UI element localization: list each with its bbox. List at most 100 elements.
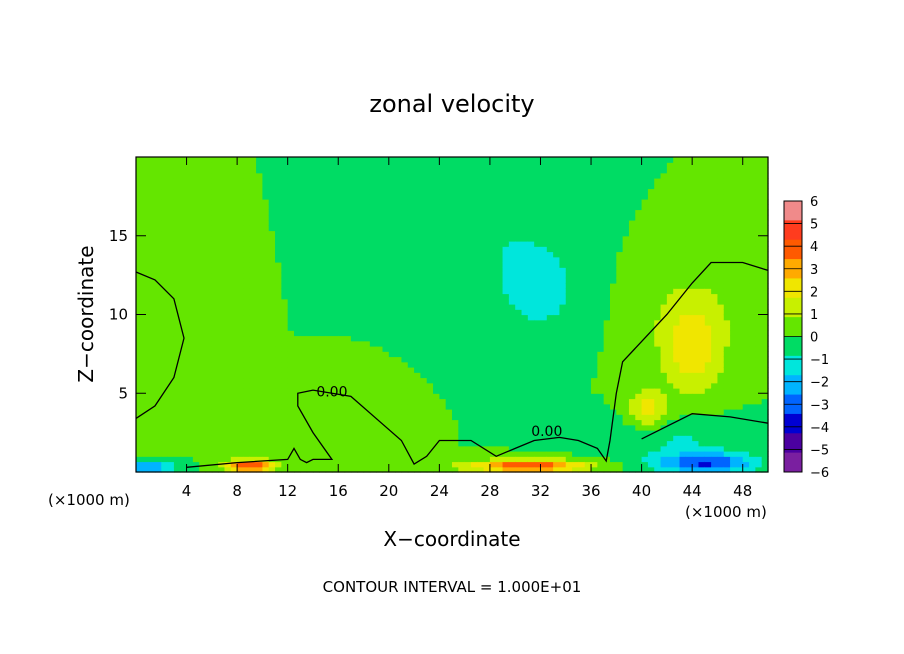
field-cell [647,314,655,321]
field-cell [553,388,561,394]
field-cell [610,304,617,310]
field-cell [300,293,308,300]
field-cell [167,372,175,379]
field-cell [338,277,346,284]
field-cell [470,319,478,326]
field-cell [534,167,542,174]
field-cell [546,314,554,321]
field-cell [572,193,579,200]
field-cell [142,293,150,300]
field-cell [136,272,143,279]
field-cell [249,241,257,247]
field-cell [527,262,535,268]
field-cell [477,435,485,442]
field-cell [205,461,213,468]
field-cell [268,204,276,211]
field-cell [142,367,150,373]
field-cell [338,283,346,289]
field-cell [357,319,365,326]
field-cell [154,346,162,352]
field-cell [167,314,175,321]
field-cell [540,398,548,405]
field-cell [654,435,662,442]
field-cell [572,272,579,279]
field-cell [350,277,358,284]
field-cell [344,157,352,163]
field-cell [477,451,485,457]
field-cell [572,451,579,457]
field-cell [508,230,516,237]
field-cell [496,325,504,331]
field-cell [483,199,491,205]
field-cell [211,361,219,368]
field-cell [654,377,662,384]
field-cell [553,272,561,279]
field-cell [445,283,453,289]
field-cell [363,241,371,247]
field-cell [470,340,478,347]
field-cell [591,346,598,352]
field-cell [641,461,649,468]
field-cell [470,377,478,384]
field-cell [300,377,308,384]
field-cell [591,424,598,431]
field-cell [628,330,636,337]
field-cell [192,214,200,221]
field-cell [256,157,263,163]
field-cell [458,262,466,268]
field-cell [350,283,358,289]
field-cell [224,298,232,305]
field-cell [654,309,662,316]
field-cell [578,325,586,331]
field-cell [256,162,263,169]
field-cell [578,277,586,284]
field-cell [218,235,226,242]
field-cell [654,304,662,310]
field-cell [635,199,643,205]
field-cell [382,283,390,289]
field-cell [433,193,440,200]
field-cell [319,466,327,473]
field-cell [331,272,339,279]
field-cell [325,419,333,426]
field-cell [142,314,150,321]
field-cell [376,309,384,316]
field-cell [401,445,409,452]
field-cell [312,283,320,289]
field-cell [136,293,143,300]
field-cell [338,241,346,247]
field-cell [534,188,542,195]
field-cell [142,388,150,394]
field-cell [464,430,472,436]
field-cell [635,424,643,431]
field-cell [464,325,472,331]
field-cell [338,183,346,190]
field-cell [211,377,219,384]
field-cell [407,214,415,221]
field-cell [376,325,384,331]
field-cell [230,283,238,289]
field-cell [433,272,440,279]
field-cell [502,409,510,415]
field-cell [527,382,535,389]
field-cell [148,230,156,237]
field-cell [338,403,346,410]
field-cell [300,382,308,389]
field-cell [350,220,358,226]
field-cell [268,298,276,305]
field-cell [243,209,251,216]
field-cell [167,267,175,274]
field-cell [306,409,314,415]
field-cell [407,398,415,405]
field-cell [414,256,421,263]
field-cell [224,335,232,342]
field-cell [256,372,263,379]
field-cell [312,178,320,184]
field-cell [647,293,655,300]
field-cell [211,340,219,347]
field-cell [319,414,327,421]
field-cell [496,251,504,258]
field-cell [591,241,598,247]
field-cell [452,209,459,216]
field-cell [654,314,662,321]
